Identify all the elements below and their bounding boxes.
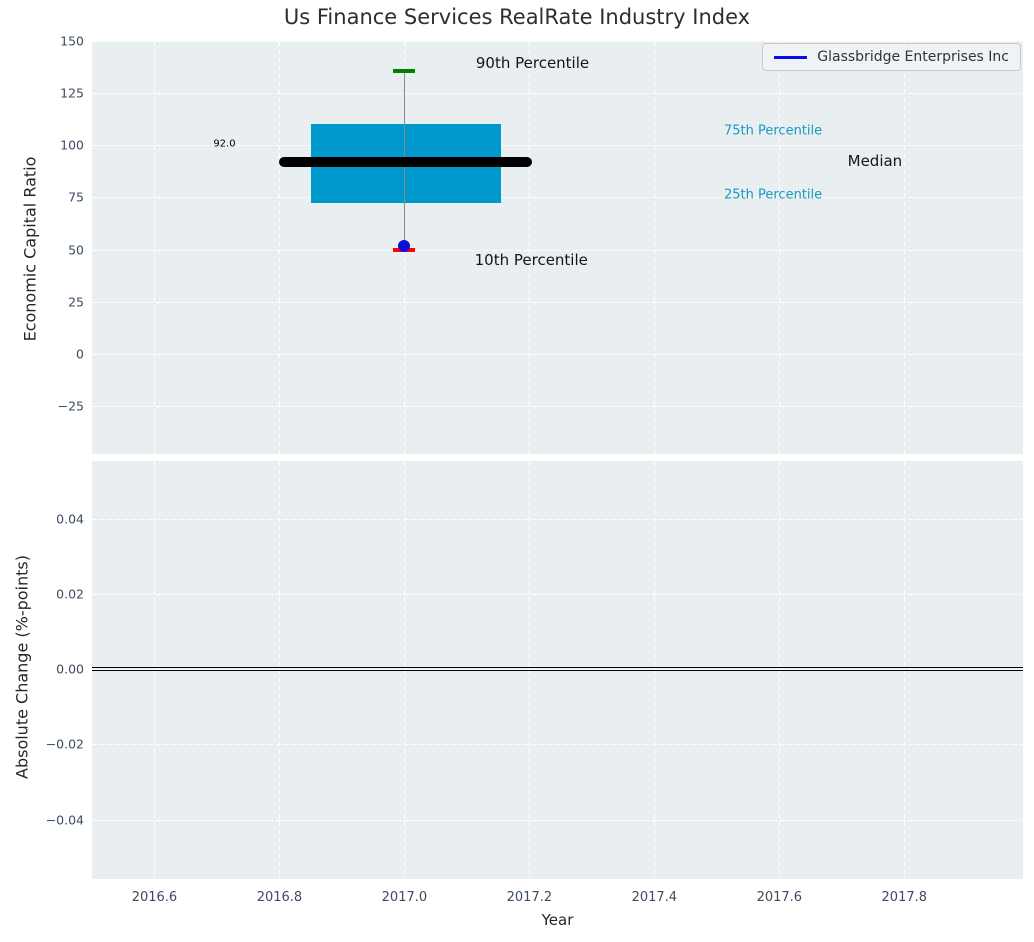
x-tick-label: 2017.2: [506, 890, 553, 905]
v-gridline: [279, 41, 281, 454]
top-plot-area: 90th Percentile 10th Percentile 75th Perce…: [92, 41, 1023, 454]
v-gridline: [654, 41, 656, 454]
y-tick-label: 75: [68, 189, 84, 205]
p90-cap: [393, 69, 416, 74]
company-data-point: [398, 240, 411, 253]
h-gridline: [92, 819, 1023, 821]
v-gridline: [779, 461, 781, 879]
y-tick-label: 50: [68, 242, 84, 258]
x-tick-label: 2016.8: [256, 890, 303, 905]
v-gridline: [279, 461, 281, 879]
v-gridline: [154, 461, 156, 879]
annotation-75th-percentile: 75th Percentile: [723, 123, 823, 139]
v-gridline: [904, 461, 906, 879]
h-gridline: [92, 197, 1023, 199]
h-gridline: [92, 669, 1023, 671]
x-tick-label: 2017.0: [381, 890, 428, 905]
legend-label: Glassbridge Enterprises Inc: [817, 49, 1009, 65]
x-tick-label: 2016.6: [131, 890, 178, 905]
h-gridline: [92, 406, 1023, 408]
annotation-90th-percentile: 90th Percentile: [475, 53, 590, 72]
y-tick-label: 0.00: [56, 661, 84, 677]
chart-title: Us Finance Services RealRate Industry In…: [283, 5, 751, 29]
y-tick-label: −0.02: [45, 736, 84, 752]
v-gridline: [904, 41, 906, 454]
y-tick-label: 100: [60, 137, 84, 153]
v-gridline: [529, 461, 531, 879]
h-gridline: [92, 145, 1023, 147]
annotation-92-0: 92.0: [213, 138, 236, 150]
h-gridline: [92, 93, 1023, 95]
v-gridline: [404, 461, 406, 879]
h-gridline: [92, 249, 1023, 251]
v-gridline: [779, 41, 781, 454]
y-tick-label: 25: [68, 294, 84, 310]
x-tick-label: 2017.4: [631, 890, 678, 905]
h-gridline: [92, 353, 1023, 355]
y-tick-label: 0.04: [56, 511, 84, 527]
y-tick-label: 0: [76, 346, 84, 362]
h-gridline: [92, 301, 1023, 303]
y-tick-label: 125: [60, 85, 84, 101]
annotation-10th-percentile: 10th Percentile: [474, 251, 588, 269]
x-axis-label: Year: [541, 911, 574, 929]
legend: Glassbridge Enterprises Inc: [762, 43, 1021, 71]
median-line: [279, 156, 533, 167]
legend-line-sample: [774, 55, 808, 59]
v-gridline: [154, 41, 156, 454]
bottom-plot-area: [92, 461, 1023, 879]
y-tick-label: 0.02: [56, 586, 84, 602]
x-tick-label: 2017.8: [881, 890, 928, 905]
v-gridline: [654, 461, 656, 879]
y-tick-label: −0.04: [45, 812, 84, 828]
annotation-median: Median: [847, 152, 903, 171]
x-tick-label: 2017.6: [756, 890, 803, 905]
h-gridline: [92, 744, 1023, 746]
h-gridline: [92, 518, 1023, 520]
y-tick-label: 150: [60, 33, 84, 49]
zero-reference-line: [92, 667, 1023, 672]
v-gridline: [529, 41, 531, 454]
y-tick-label: −25: [57, 398, 84, 414]
h-gridline: [92, 594, 1023, 596]
annotation-25th-percentile: 25th Percentile: [723, 187, 823, 203]
h-gridline: [92, 41, 1023, 42]
